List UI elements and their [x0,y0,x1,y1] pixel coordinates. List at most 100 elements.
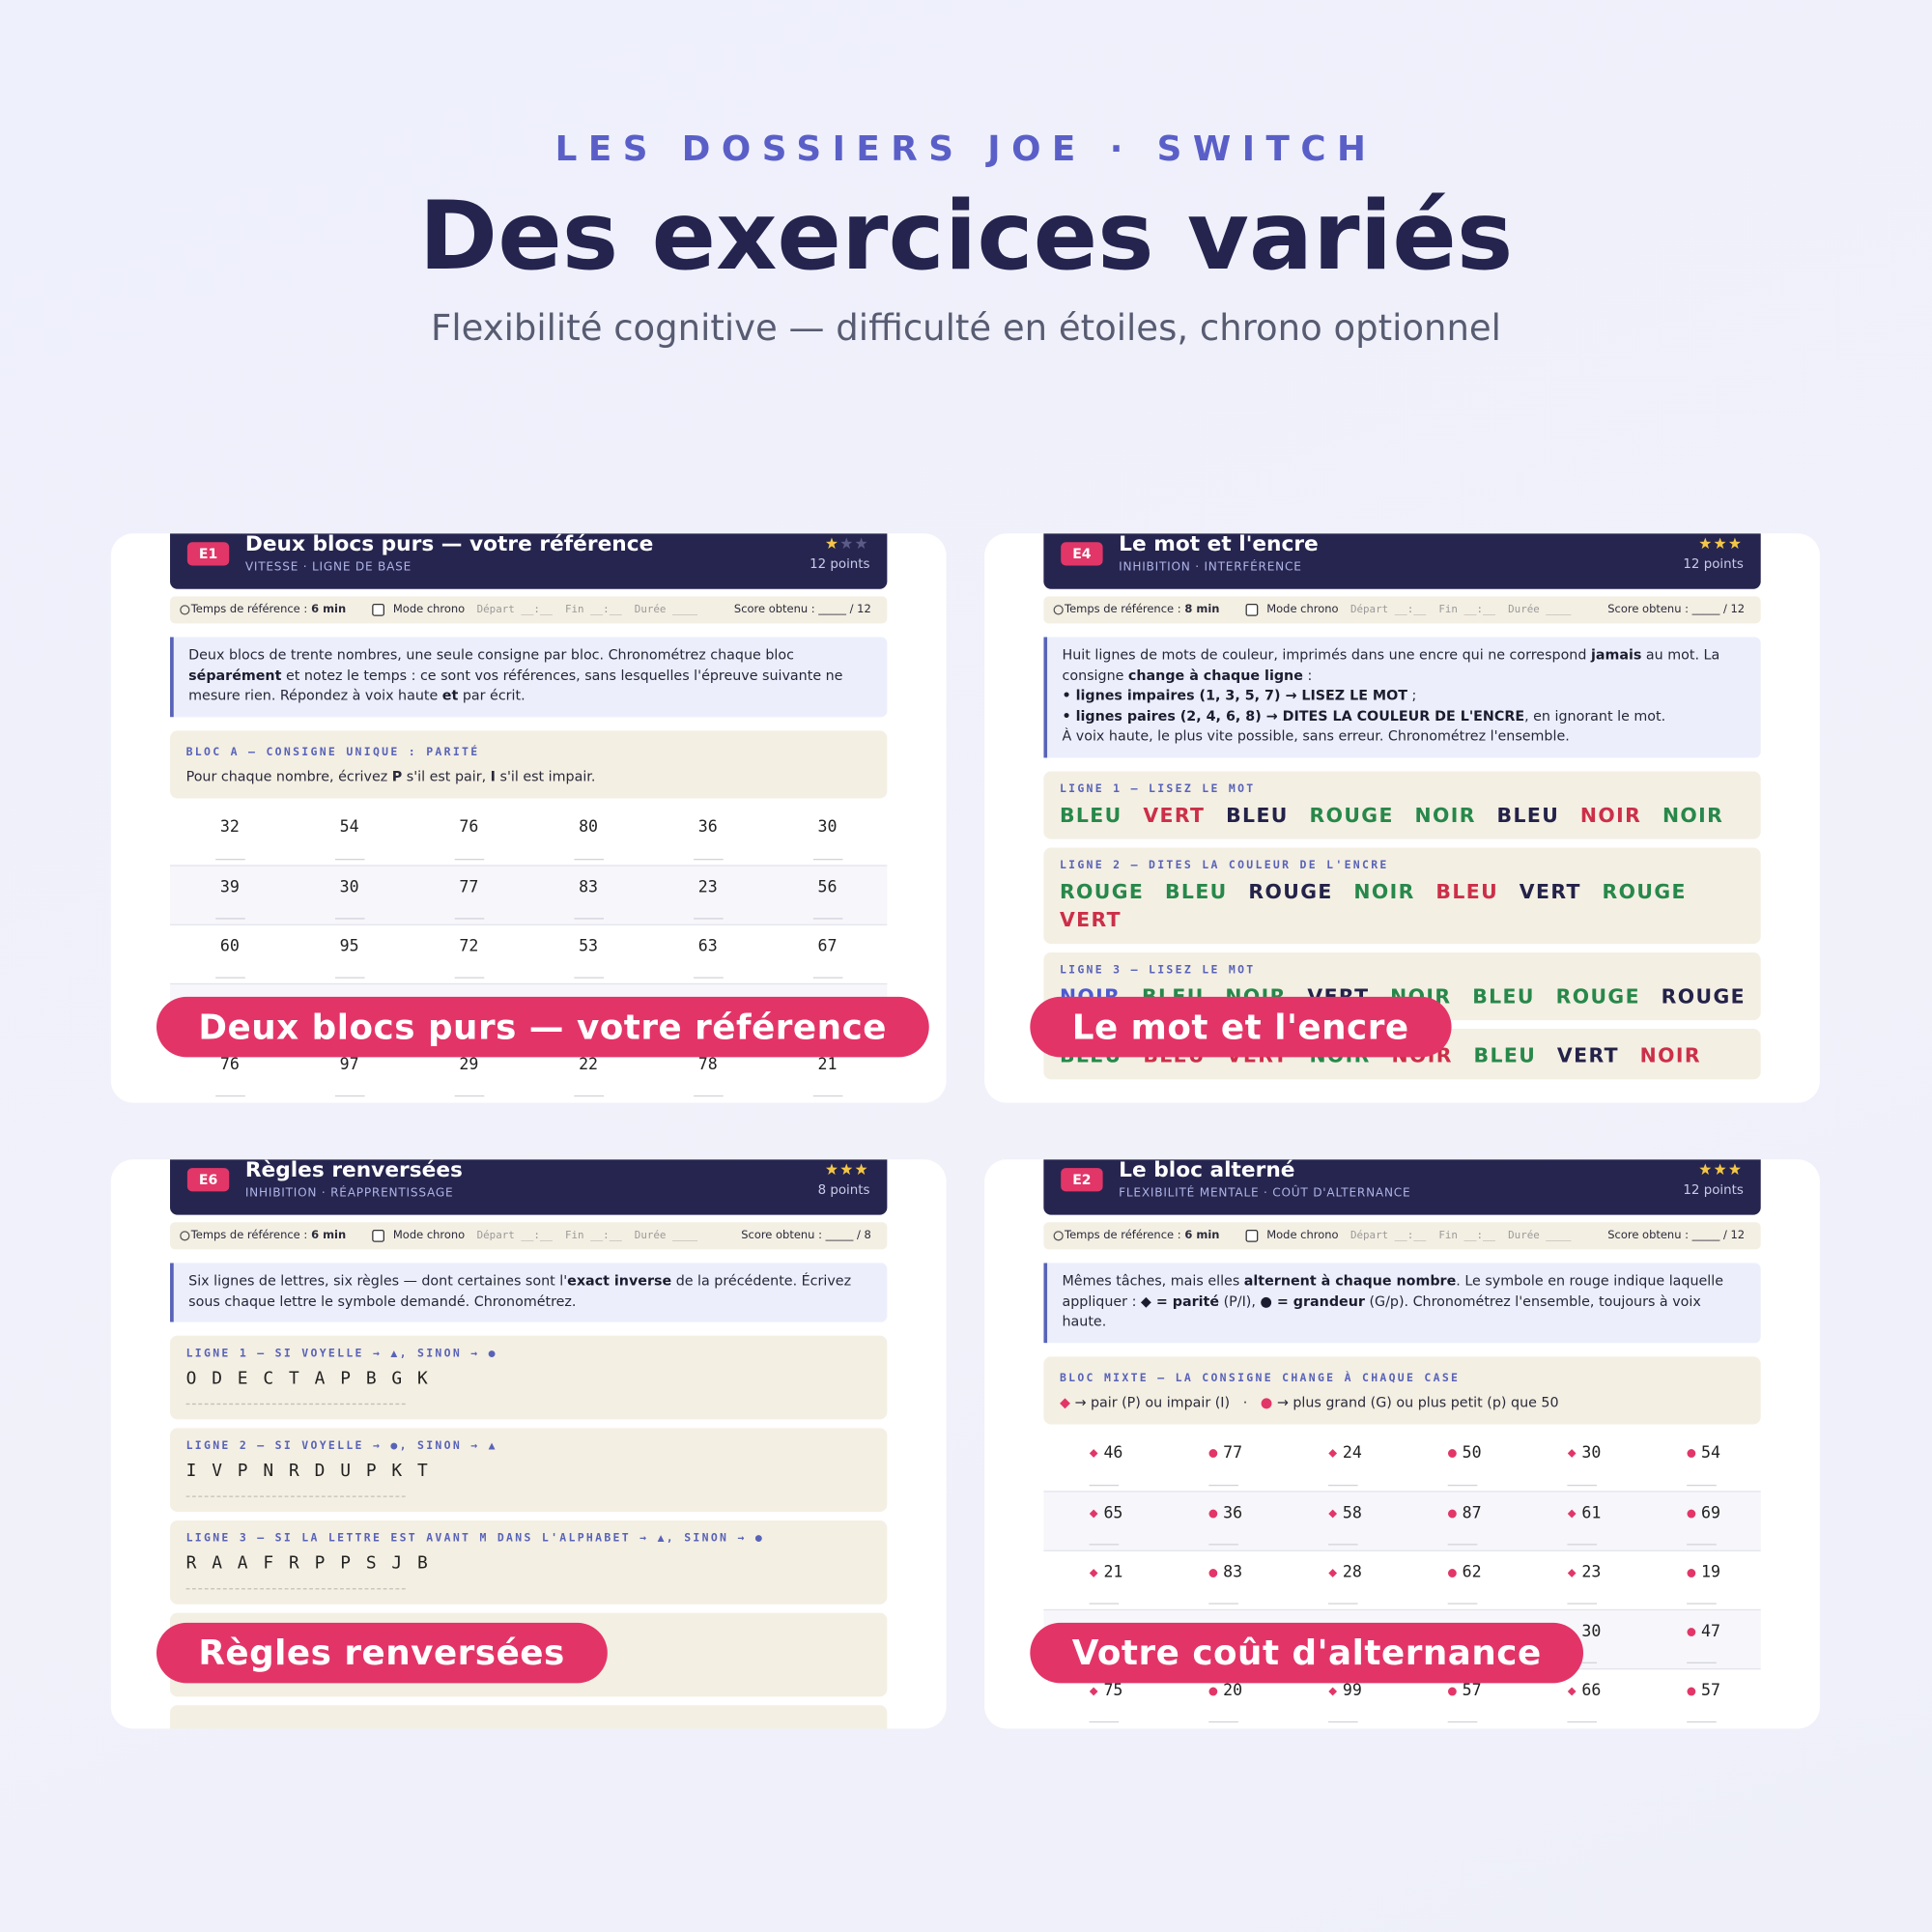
chrono-label: Mode chrono [392,603,466,616]
section-label: LIGNE 2 — SI VOYELLE → ●, SINON → ▲ [185,1440,497,1454]
section-box: LIGNE 1 — LISEZ LE MOT BLEU VERT BLEU ROUGE N… [1043,771,1761,839]
answer-blanks [185,1404,406,1406]
number: 24 [1342,1443,1362,1463]
grid-cell: 78 [648,1043,768,1101]
section-label: BLOC A — CONSIGNE UNIQUE : PARITÉ [185,746,480,759]
paragraph: • lignes impaires (1, 3, 5, 7) → LISEZ L… [1062,687,1746,707]
section-box: LIGNE 2 — SI VOYELLE → ●, SINON → ▲ I V P… [170,1428,888,1513]
color-word: BLEU [1059,803,1122,827]
number: 99 [1342,1681,1362,1700]
reference-time: Temps de référence :6 min [1065,1222,1219,1249]
section-label: LIGNE 1 — SI VOYELLE → ▲, SINON → ● [185,1348,497,1361]
grid-cell: ● 47 [1641,1610,1761,1668]
grid-cell: ● 77 [1163,1432,1283,1491]
section-box: LIGNE 1 — SI VOYELLE → ▲, SINON → ● O D E… [170,1335,888,1420]
grid-cell: ● 19 [1641,1551,1761,1609]
bold-text: change à chaque ligne [1127,667,1303,684]
paragraph: Pour chaque nombre, écrivez P s'il est p… [186,767,871,786]
number: 23 [697,878,718,897]
number: 83 [579,878,599,897]
section-label: LIGNE 3 — LISEZ LE MOT [1059,964,1256,978]
section-label: LIGNE 3 — SI LA LETTRE EST AVANT M DANS … [185,1532,765,1546]
number: 76 [459,817,479,837]
exercise-code: E2 [1061,1168,1103,1192]
grid-cell: ◆ 23 [1521,1551,1641,1609]
grid-cell: ● 62 [1403,1551,1522,1609]
grid-cell: 77 [409,866,528,923]
letter-line: I V P N R D U P K T [185,1461,431,1482]
reference-time: Temps de référence :8 min [1065,596,1219,623]
number: 77 [459,878,479,897]
grid-cell: 76 [409,806,528,865]
star-shape [840,537,853,550]
exercise-points: 8 points [817,1182,870,1198]
grid-cell: ● 87 [1403,1492,1522,1549]
text: Huit lignes de mots de couleur, imprimés… [1062,646,1591,664]
color-word: VERT [1143,803,1206,827]
number: 83 [1223,1563,1243,1582]
number: 76 [219,1055,240,1074]
page-subtitle: Flexibilité cognitive — difficulté en ét… [431,306,1501,349]
section-text: ◆ → pair (P) ou impair (I) · ● → plus gr… [1060,1393,1745,1412]
star-shape [1699,1163,1712,1176]
time-fields: Départ __:__ Fin __:__ Durée ____ [1350,603,1572,616]
time-value: 8 min [1184,603,1220,616]
grid-cell: ◆ 65 [1043,1492,1163,1549]
grid-cell: ◆ 24 [1283,1432,1403,1491]
score-field: Score obtenu : _____ / 12 [1607,1229,1746,1242]
clock-icon [180,605,190,615]
difficulty-star [825,1163,838,1176]
number: 20 [1223,1681,1243,1700]
section-box [170,1705,888,1729]
color-word: VERT [1059,908,1122,932]
color-word: BLEU [1226,803,1289,827]
star-shape [855,1163,867,1176]
paragraph: ◆ → pair (P) ou impair (I) · ● → plus gr… [1060,1393,1745,1412]
time-fields: Départ __:__ Fin __:__ Durée ____ [476,603,698,616]
number: 23 [1581,1563,1602,1582]
clock-icon [1053,605,1064,615]
task-symbol: ◆ [1089,1507,1098,1520]
number: 54 [1701,1443,1721,1463]
text: Mêmes tâches, mais elles [1062,1272,1244,1290]
paragraph: • lignes paires (2, 4, 6, 8) → DITES LA … [1062,707,1746,727]
section-box: BLOC A — CONSIGNE UNIQUE : PARITÉ Pour ch… [170,730,888,799]
number: 21 [817,1055,838,1074]
number: 77 [1223,1443,1243,1463]
time-label: Temps de référence : [190,1229,308,1242]
number: 39 [219,878,240,897]
exercise-tags: INHIBITION · INTERFÉRENCE [1119,560,1302,575]
task-symbol: ● [1447,1567,1458,1579]
text: (G/p). Chronométrez l'ensemble, toujours… [1062,1293,1701,1330]
text: de la précédente. Écrivez sous chaque le… [188,1272,852,1310]
clock-icon [1053,1231,1064,1241]
number: 28 [1342,1563,1362,1582]
difficulty-stars [1699,537,1741,551]
exercise-header: E2 Le bloc alterné FLEXIBILITÉ MENTALE · C… [1043,1159,1761,1215]
grid-cell: ◆ 58 [1283,1492,1403,1549]
text: . Le symbole en rouge indique laquelle a… [1062,1272,1723,1310]
number: 50 [1462,1443,1482,1463]
color-word: ROUGE [1555,984,1640,1009]
text: Deux blocs de trente nombres, une seule … [188,646,794,664]
number: 87 [1462,1504,1482,1523]
grid-cell: ● 57 [1403,1669,1522,1727]
time-value: 6 min [311,1229,347,1242]
number: 47 [1701,1622,1721,1641]
difficulty-star [855,1163,867,1176]
grid-cell: ◆ 21 [1043,1551,1163,1609]
grid-cell: ◆ 99 [1283,1669,1403,1727]
grid-cell: 23 [648,866,768,923]
bold-text: séparément [188,667,282,684]
grid-cell: 60 [170,925,290,983]
grid-row: 60 95 72 53 63 67 [170,923,888,983]
chrono-checkbox [372,1229,384,1242]
number: 30 [1581,1622,1602,1641]
time-value: 6 min [1184,1229,1220,1242]
task-symbol: ◆ [1089,1685,1098,1698]
color-word: NOIR [1639,1043,1702,1067]
reference-time: Temps de référence :6 min [191,596,346,623]
number: 30 [817,817,838,837]
